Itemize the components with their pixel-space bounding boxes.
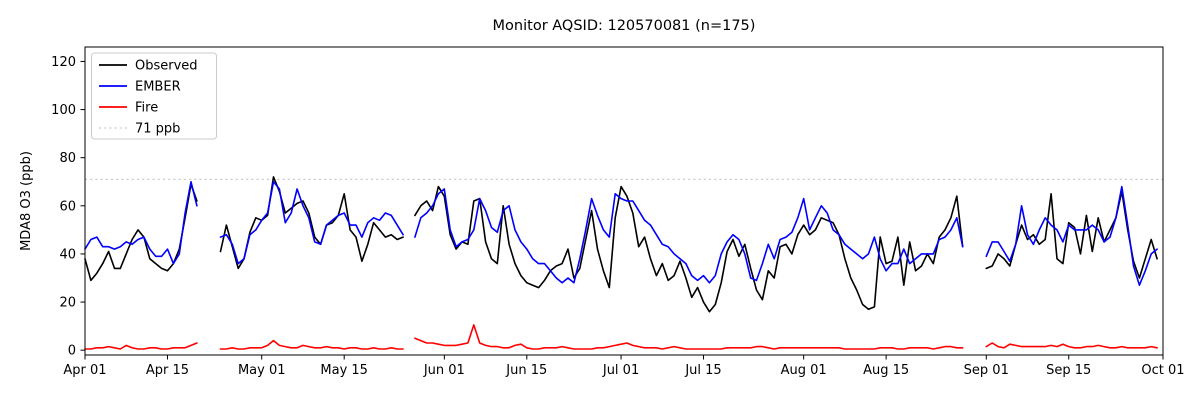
series-path-ember (985, 185, 1158, 286)
x-tick-label: Apr 15 (146, 363, 189, 378)
legend-label-ember: EMBER (135, 80, 181, 95)
x-tick-label: Jun 15 (505, 363, 547, 378)
series-path-observed (414, 185, 964, 313)
x-tick-label: Jun 01 (423, 363, 465, 378)
y-tick-label: 100 (51, 103, 76, 118)
legend-label-threshold: 71 ppb (135, 122, 180, 137)
y-axis-label: MDA8 O3 (ppb) (19, 151, 34, 251)
y-tick-label: 60 (59, 199, 76, 214)
series-path-ember (84, 181, 198, 265)
y-axis-ticks: 0 20 40 60 80 100 120 (51, 55, 85, 359)
series-path-ember (219, 181, 404, 265)
legend-label-fire: Fire (135, 101, 158, 116)
series-path-observed (219, 176, 404, 270)
legend-label-observed: Observed (135, 59, 198, 74)
x-tick-label: May 15 (320, 363, 368, 378)
series-path-observed (84, 183, 198, 282)
x-tick-label: Aug 15 (863, 363, 909, 378)
series-path-fire (84, 342, 198, 350)
x-tick-label: Sep 15 (1046, 363, 1091, 378)
y-tick-label: 40 (59, 247, 76, 262)
chart-title: Monitor AQSID: 120570081 (n=175) (493, 18, 756, 34)
series-lines-layer (84, 176, 1158, 350)
x-tick-label: Sep 01 (964, 363, 1009, 378)
x-tick-label: Jul 15 (684, 363, 721, 378)
x-axis-ticks: Apr 01 Apr 15 May 01 May 15 Jun 01 Jun 15 Jul … (63, 355, 1185, 378)
legend-item-threshold: 71 ppb (99, 122, 180, 137)
legend-item-ember: EMBER (99, 80, 181, 95)
legend-item-observed: Observed (99, 59, 198, 74)
y-tick-label: 20 (59, 296, 76, 311)
series-path-observed (985, 190, 1158, 279)
x-tick-label: May 01 (238, 363, 286, 378)
y-tick-label: 120 (51, 55, 76, 70)
legend-box (91, 52, 217, 140)
plot-border (84, 46, 1164, 356)
x-tick-label: Aug 01 (781, 363, 827, 378)
x-tick-label: Apr 01 (63, 363, 106, 378)
series-path-fire (414, 324, 964, 350)
x-tick-label: Jul 01 (602, 363, 639, 378)
legend-item-fire: Fire (99, 101, 158, 116)
y-tick-label: 80 (59, 151, 76, 166)
series-path-fire (985, 342, 1158, 349)
x-tick-label: Oct 01 (1141, 363, 1184, 378)
series-path-ember (414, 188, 964, 284)
y-tick-label: 0 (68, 344, 76, 359)
series-path-fire (219, 339, 404, 350)
legend: Observed EMBER Fire 71 ppb (91, 52, 217, 140)
